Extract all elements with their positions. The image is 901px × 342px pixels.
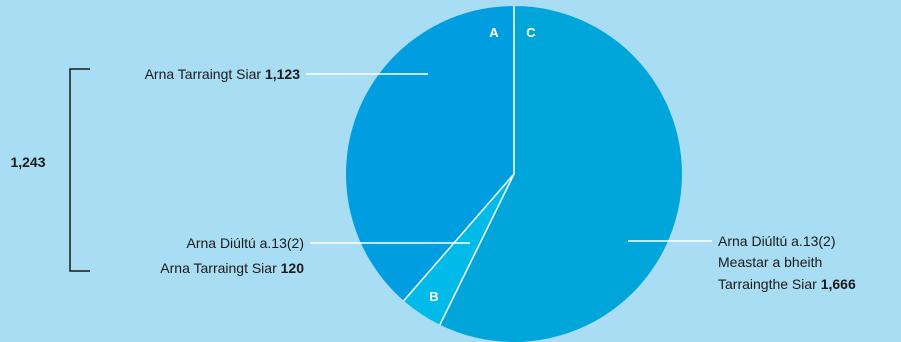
label-a-text: Arna Tarraingt Siar <box>145 66 262 82</box>
label-c-line1: Arna Diúltú a.13(2) <box>718 233 836 249</box>
label-b-value: 120 <box>281 260 305 276</box>
bracket-total: 1,243 <box>10 154 45 170</box>
label-a: Arna Tarraingt Siar 1,123 <box>145 66 301 82</box>
label-b-line2: Arna Tarraingt Siar 120 <box>160 260 304 276</box>
pie-slice-b <box>403 174 514 325</box>
label-b-text: Arna Tarraingt Siar <box>160 260 277 276</box>
slice-letter-c: C <box>526 25 536 40</box>
pie-slice-a <box>346 6 514 301</box>
slice-letter-a: A <box>489 25 499 40</box>
group-bracket <box>69 68 90 272</box>
slice-separator-2 <box>403 173 515 302</box>
label-b-line1: Arna Diúltú a.13(2) <box>186 235 304 251</box>
slice-separator-1 <box>439 173 515 326</box>
pie-slice-c <box>439 6 682 342</box>
pie-slices <box>346 6 682 342</box>
slice-separators <box>403 6 515 326</box>
label-a-value: 1,123 <box>265 66 300 82</box>
label-c-text: Tarraingthe Siar <box>718 276 817 292</box>
label-c-value: 1,666 <box>821 276 856 292</box>
slice-letter-b: B <box>429 289 438 304</box>
label-c-line3: Tarraingthe Siar 1,666 <box>718 276 856 292</box>
label-c-line2: Meastar a bheith <box>718 254 822 270</box>
